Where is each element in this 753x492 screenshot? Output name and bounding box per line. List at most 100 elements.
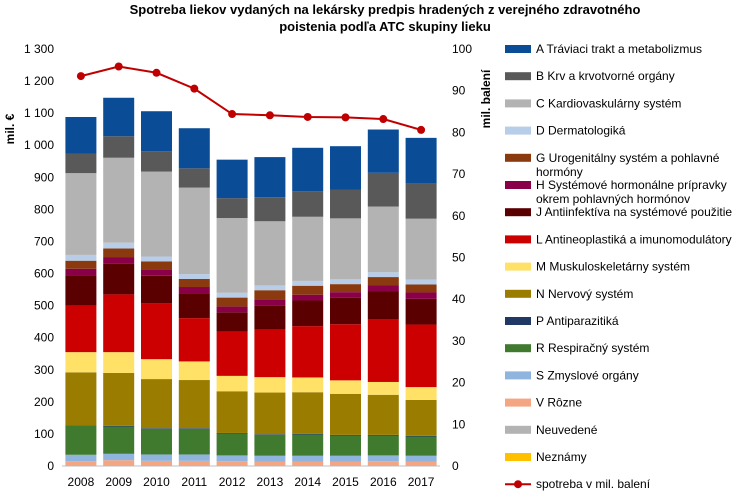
bar-segment	[367, 394, 399, 435]
legend-label: hormóny	[536, 165, 583, 179]
line-point	[190, 84, 199, 93]
legend-swatch	[505, 181, 531, 189]
legend-item: spotreba v mil. balení	[505, 477, 651, 491]
bar-segment	[254, 434, 286, 456]
legend-item: A Tráviaci trakt a metabolizmus	[505, 42, 702, 56]
bar-segment	[65, 275, 97, 306]
bar-segment	[254, 157, 286, 198]
bar-segment	[178, 287, 210, 294]
bar-segment	[141, 151, 172, 172]
line-point	[341, 113, 350, 122]
bar-segment	[405, 137, 437, 184]
bar-segment	[216, 432, 248, 434]
legend-swatch	[505, 371, 531, 380]
bar-segment	[178, 361, 210, 381]
legend: A Tráviaci trakt a metabolizmus B Krv a k…	[505, 42, 732, 491]
left-axis-title: mil. €	[3, 113, 17, 144]
bar-segment	[178, 318, 210, 362]
bar-segment	[292, 300, 324, 327]
bar-segment	[405, 455, 437, 462]
legend-swatch	[505, 153, 531, 162]
legend-item: M Muskuloskeletárny systém	[505, 260, 690, 274]
line-point	[76, 72, 85, 81]
left-axis: 0 100 200 300 400 500 600 700 800 900 1 000 1 100 1 …	[3, 42, 54, 473]
legend-swatch	[505, 208, 531, 217]
bar-segment	[141, 275, 172, 304]
bar-segment	[367, 291, 399, 320]
bar-segment	[141, 428, 172, 429]
bar-segment	[178, 293, 210, 319]
bar-segment	[330, 324, 361, 381]
bar-segment	[405, 436, 437, 456]
legend-item: Neuvedené	[505, 423, 598, 437]
bar-segment	[254, 392, 286, 435]
bar-segment	[292, 434, 324, 456]
legend-label: B Krv a krvotvorné orgány	[536, 69, 675, 83]
bar-segment	[330, 279, 361, 285]
bar-segment	[292, 285, 324, 295]
left-tick-label: 800	[34, 202, 54, 216]
bar-segment	[216, 375, 248, 392]
left-tick-label: 400	[34, 331, 54, 345]
bar-segment	[141, 256, 172, 262]
bar-segment	[141, 379, 172, 429]
right-tick-label: 50	[452, 251, 466, 265]
bar-segment	[367, 129, 399, 173]
legend-label: Neznámy	[536, 450, 587, 464]
bar-segment	[103, 460, 135, 466]
x-axis: 2008 2009 2010 2011 2012 2013 2014 2015 2016 2017	[62, 465, 440, 489]
left-tick-label: 1 100	[24, 106, 54, 120]
legend-item: V Rôzne	[505, 396, 582, 410]
bar-segment	[330, 380, 361, 394]
x-tick-label: 2014	[294, 475, 321, 489]
legend-swatch	[505, 317, 531, 325]
bar-segment	[65, 153, 97, 174]
right-tick-label: 10	[452, 417, 466, 431]
left-tick-label: 900	[34, 170, 54, 184]
bar-segment	[367, 319, 399, 382]
bar-segment	[367, 435, 399, 456]
right-tick-label: 80	[452, 125, 466, 139]
bar-segment	[330, 292, 361, 298]
x-tick-label: 2015	[332, 475, 359, 489]
right-tick-label: 30	[452, 334, 466, 348]
legend-label: Neuvedené	[536, 423, 598, 437]
bar-segment	[65, 425, 97, 426]
bar-segment	[103, 136, 135, 158]
chart-title: Spotreba liekov vydaných na lekársky pre…	[130, 2, 641, 34]
bar-segment	[330, 284, 361, 293]
bar-segment	[330, 434, 361, 436]
bar-segment	[292, 191, 324, 217]
line-point	[114, 62, 123, 71]
legend-label: okrem pohlavných hormónov	[536, 192, 690, 206]
legend-label: D Dermatologiká	[536, 124, 626, 138]
bar-segment	[292, 377, 324, 393]
bar-segment	[330, 455, 361, 462]
bar-segment	[178, 460, 210, 466]
x-tick-label: 2010	[143, 475, 170, 489]
legend-item: S Zmyslové orgány	[505, 368, 639, 382]
legend-label: spotreba v mil. balení	[536, 477, 651, 491]
bar-segment	[292, 294, 324, 301]
line-point	[152, 68, 161, 77]
x-tick-label: 2013	[257, 475, 284, 489]
legend-item: B Krv a krvotvorné orgány	[505, 69, 675, 83]
bar-segment	[330, 297, 361, 325]
bar-segment	[65, 173, 97, 255]
bar-segment	[178, 428, 210, 455]
legend-item: N Nervový systém	[505, 287, 633, 301]
bar-segment	[178, 454, 210, 461]
bar-segment	[216, 292, 248, 298]
x-tick-label: 2009	[105, 475, 132, 489]
line-point	[303, 112, 312, 121]
legend-swatch	[505, 425, 531, 434]
left-tick-label: 600	[34, 267, 54, 281]
right-tick-label: 20	[452, 376, 466, 390]
legend-swatch	[505, 235, 531, 244]
bar-segment	[405, 279, 437, 285]
bar-segment	[405, 324, 437, 388]
bar-segment	[367, 172, 399, 207]
bar-segment	[367, 272, 399, 278]
legend-swatch	[505, 45, 531, 53]
